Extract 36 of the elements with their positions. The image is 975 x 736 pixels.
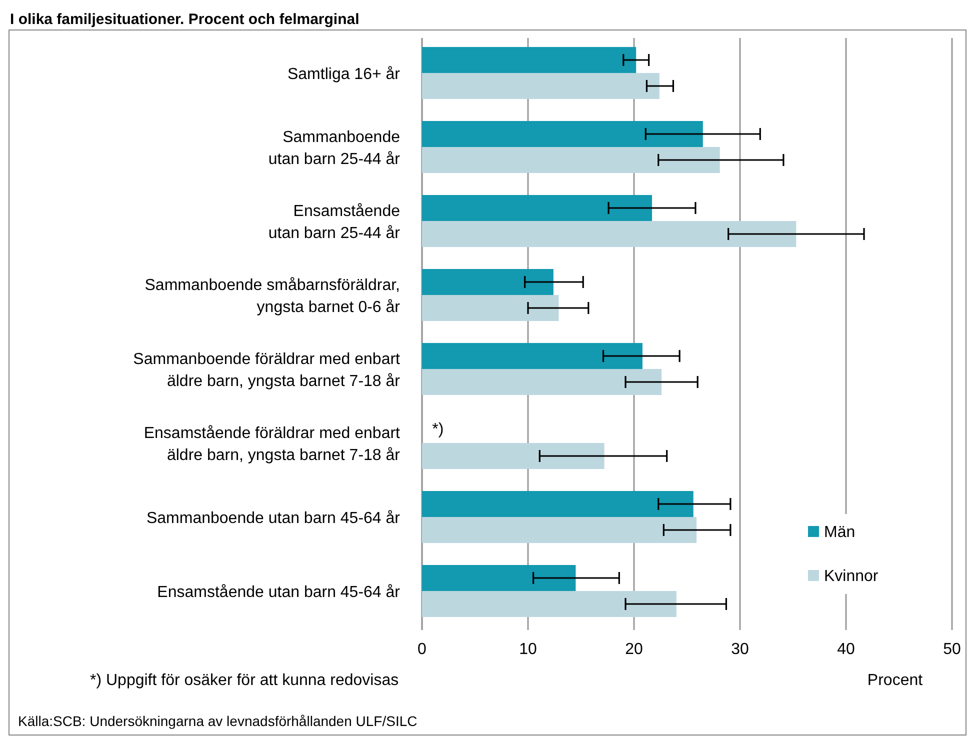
text: *) Uppgift för osäker för att kunna redovisas — [90, 672, 399, 689]
x-tick-label: 30 — [731, 641, 749, 658]
bar — [422, 369, 662, 395]
text: Källa:SCB: Undersökningarna av levnadsförhållanden ULF/SILC — [18, 713, 418, 729]
x-tick-label: 50 — [943, 641, 961, 658]
x-axis-title: Procent — [867, 672, 924, 689]
y-tick-label: Sammanboende föräldrar med enbart äldre barn, yngsta barnet 7-18 år — [133, 351, 401, 390]
bar — [422, 121, 703, 147]
bar — [422, 517, 697, 543]
y-tick-label: Samtliga 16+ år — [287, 66, 401, 83]
x-tick-label: 0 — [418, 641, 427, 658]
legend-label: Män — [824, 524, 856, 541]
bar — [422, 269, 554, 295]
y-tick-label: Sammanboende småbarnsföräldrar, yngsta barnet 0-6 år — [144, 277, 401, 316]
x-tick-label: 10 — [519, 641, 537, 658]
bar — [422, 443, 604, 469]
y-tick-label: Sammanboende utan barn 25-44 år — [268, 129, 401, 168]
x-tick-label: 40 — [837, 641, 855, 658]
x-tick-label: 20 — [625, 641, 643, 658]
bar — [422, 221, 796, 247]
annotation: *) — [432, 421, 444, 438]
y-tick-label: Ensamstående utan barn 25-44 år — [268, 203, 401, 242]
bar — [422, 147, 720, 173]
y-tick-label: Ensamstående föräldrar med enbart äldre barn, yngsta barnet 7-18 år — [144, 425, 401, 464]
legend-label: Kvinnor — [824, 568, 879, 585]
bar — [422, 73, 660, 99]
bar — [422, 491, 694, 517]
bar — [422, 47, 636, 73]
bar — [422, 591, 676, 617]
bar — [422, 195, 652, 221]
bar — [422, 565, 576, 591]
bar — [422, 343, 642, 369]
y-tick-label: Ensamstående utan barn 45-64 år — [157, 584, 401, 601]
y-tick-label: Sammanboende utan barn 45-64 år — [146, 510, 401, 527]
bar — [422, 295, 559, 321]
text: I olika familjesituationer. Procent och felmarginal — [10, 11, 360, 28]
